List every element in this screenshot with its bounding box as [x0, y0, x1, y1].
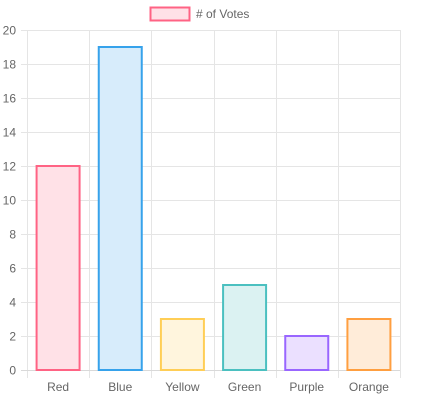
bar-green	[222, 284, 268, 371]
legend[interactable]: # of Votes	[149, 6, 250, 22]
y-tick-label: 8	[9, 228, 16, 242]
legend-label: # of Votes	[196, 7, 249, 21]
legend-swatch	[149, 6, 191, 22]
y-tick-label: 6	[9, 262, 16, 276]
bar-orange	[346, 318, 392, 371]
y-tick-label: 2	[9, 330, 16, 344]
y-tick-label: 4	[9, 296, 16, 310]
bar-red	[35, 165, 81, 371]
x-tick-label: Blue	[108, 380, 132, 394]
bar-blue	[97, 46, 143, 371]
x-tick-label: Purple	[289, 380, 324, 394]
y-tick-label: 12	[3, 160, 17, 174]
bars	[35, 46, 392, 371]
x-tick-label: Green	[228, 380, 261, 394]
x-tick-label: Yellow	[165, 380, 200, 394]
grid	[21, 30, 401, 378]
y-tick-label: 20	[3, 24, 17, 38]
x-tick-label: Orange	[349, 380, 389, 394]
y-tick-label: 16	[3, 92, 17, 106]
x-axis-ticks: Red Blue Yellow Green Purple Orange	[47, 380, 389, 394]
bar-yellow	[159, 318, 205, 371]
x-tick-label: Red	[47, 380, 69, 394]
y-axis-ticks: 0 2 4 6 8 10 12 14 16 18 20	[3, 24, 17, 378]
y-tick-label: 0	[9, 364, 16, 378]
y-tick-label: 14	[3, 126, 17, 140]
y-tick-label: 18	[3, 58, 17, 72]
y-tick-label: 10	[3, 194, 17, 208]
bar-purple	[284, 335, 330, 371]
